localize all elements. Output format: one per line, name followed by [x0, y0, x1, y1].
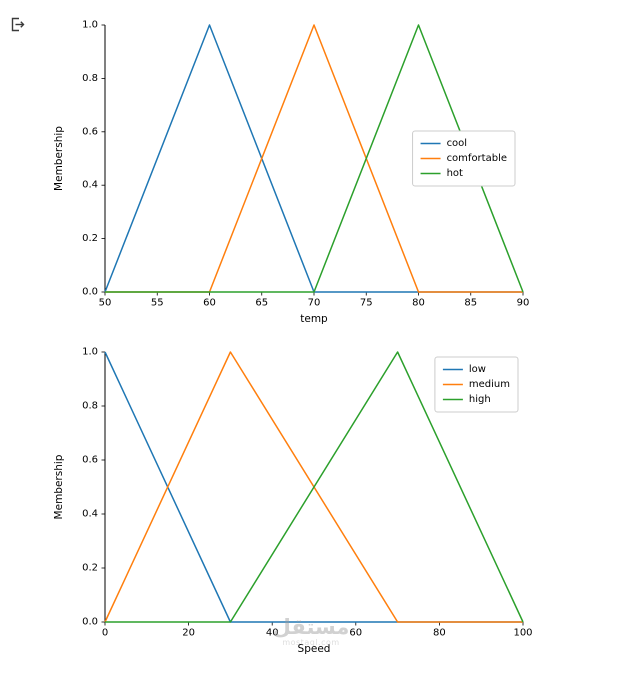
x-tick-label: 85 [464, 297, 477, 308]
legend: cool comfortable hot [412, 130, 516, 187]
x-tick-label: 80 [433, 627, 446, 638]
legend-box [434, 356, 519, 413]
x-tick-label: 60 [203, 297, 216, 308]
x-tick-label: 65 [255, 297, 268, 308]
legend-label-low: low [469, 364, 486, 375]
x-tick-label: 75 [360, 297, 373, 308]
x-axis-label: Speed [298, 643, 331, 655]
temp-membership-chart: 50 55 60 65 70 75 80 85 90 0.0 0.2 0.4 0.6 0.8 1.0 temp… [53, 20, 530, 326]
y-tick-label: 1.0 [82, 20, 98, 31]
x-axis-label: temp [300, 313, 328, 325]
y-axis-label: Membership [53, 126, 65, 191]
x-tick-label: 60 [349, 627, 362, 638]
speed-membership-chart: 0 20 40 60 80 100 0.0 0.2 0.4 0.6 0.8 1.0 Speed Membe… [53, 347, 533, 656]
x-tick-label: 50 [99, 297, 112, 308]
legend-label-comfortable: comfortable [447, 153, 507, 164]
y-tick-label: 0.0 [82, 617, 98, 628]
legend-box [412, 130, 516, 187]
y-tick-label: 0.0 [82, 287, 98, 298]
y-tick-label: 0.6 [82, 455, 98, 466]
x-tick-label: 20 [182, 627, 195, 638]
figure-area: 50 55 60 65 70 75 80 85 90 0.0 0.2 0.4 0.6 0.8 1.0 temp… [0, 3, 620, 679]
y-tick-label: 0.8 [82, 401, 98, 412]
x-tick-label: 70 [308, 297, 321, 308]
x-tick-label: 80 [412, 297, 425, 308]
y-tick-label: 0.2 [82, 233, 98, 244]
x-tick-label: 90 [517, 297, 530, 308]
legend-label-medium: medium [469, 379, 510, 390]
box-arrow-right-glyph [11, 17, 25, 32]
legend-label-cool: cool [447, 138, 468, 149]
x-tick-label: 100 [513, 627, 532, 638]
legend-label-hot: hot [447, 168, 463, 179]
y-axis-label: Membership [53, 454, 65, 519]
open-external-icon[interactable] [8, 14, 26, 34]
x-tick-label: 55 [151, 297, 164, 308]
y-tick-label: 0.6 [82, 126, 98, 137]
x-tick-label: 40 [266, 627, 279, 638]
x-tick-label: 0 [102, 627, 108, 638]
series-line-high [105, 351, 524, 623]
y-tick-label: 0.8 [82, 73, 98, 84]
y-tick-label: 0.2 [82, 563, 98, 574]
legend-label-high: high [469, 394, 491, 405]
legend: low medium high [434, 356, 519, 413]
y-tick-label: 0.4 [82, 180, 98, 191]
y-tick-label: 1.0 [82, 347, 98, 358]
y-tick-label: 0.4 [82, 509, 98, 520]
